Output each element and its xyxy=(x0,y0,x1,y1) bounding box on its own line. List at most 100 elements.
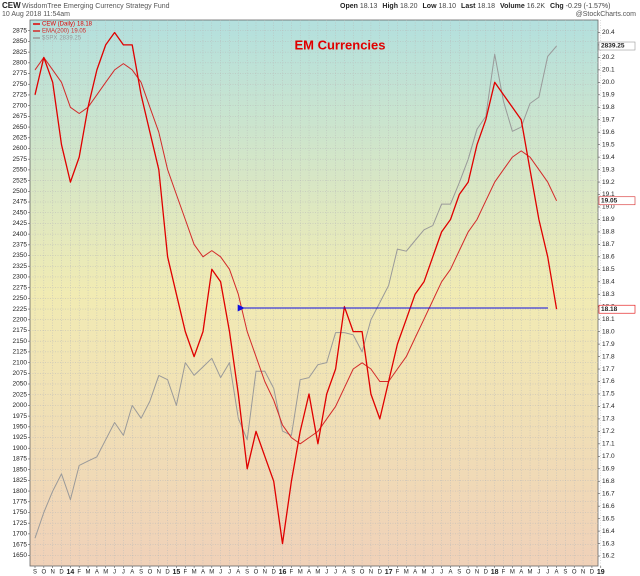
quote-value: 18.20 xyxy=(400,3,418,10)
y-tick-label: 2375 xyxy=(13,242,28,249)
y2-tick-label: 19.9 xyxy=(602,92,615,99)
x-tick-label: O xyxy=(360,570,365,576)
y-tick-label: 2350 xyxy=(13,252,28,259)
quote-value: -0.29 (-1.57%) xyxy=(566,3,611,10)
x-tick-label: F xyxy=(502,570,506,576)
y2-tick-label: 18.5 xyxy=(602,266,615,273)
y-tick-label: 1975 xyxy=(13,413,28,420)
x-tick-label: M xyxy=(209,570,214,576)
x-tick-label: F xyxy=(290,570,294,576)
x-tick-label: M xyxy=(86,570,91,576)
y-tick-label: 1675 xyxy=(13,541,28,548)
x-tick-label: N xyxy=(51,570,55,576)
quote-label: Last xyxy=(461,3,476,10)
x-tick-label: M xyxy=(298,570,303,576)
y2-tick-label: 17.7 xyxy=(602,366,615,373)
y2-tick-label: 19.0 xyxy=(602,204,615,211)
y-tick-label: 2475 xyxy=(13,199,28,206)
last-value-box xyxy=(598,304,636,314)
y-tick-label: 2250 xyxy=(13,295,28,302)
y-tick-label: 1725 xyxy=(13,520,28,527)
last-value: 19.05 xyxy=(601,197,618,204)
x-tick-label: M xyxy=(421,570,426,576)
quote-label: Chg xyxy=(550,3,564,10)
y-tick-label: 1900 xyxy=(13,445,28,452)
quote-value: 18.10 xyxy=(439,3,457,10)
series-line xyxy=(34,45,557,539)
y-tick-label: 1650 xyxy=(13,552,28,559)
x-tick-label: D xyxy=(378,570,383,576)
x-tick-label: A xyxy=(95,570,99,576)
y-tick-label: 2850 xyxy=(13,38,28,45)
y2-tick-label: 20.4 xyxy=(602,29,615,36)
quote-value: 18.18 xyxy=(477,3,495,10)
y-tick-label: 1750 xyxy=(13,509,28,516)
x-tick-label: J xyxy=(325,570,328,576)
y-tick-label: 2450 xyxy=(13,209,28,216)
y-tick-label: 2600 xyxy=(13,145,28,152)
x-tick-label: J xyxy=(537,570,540,576)
y-tick-label: 2200 xyxy=(13,316,28,323)
y-tick-label: 2725 xyxy=(13,92,28,99)
legend-label: CEW (Daily) xyxy=(42,22,75,28)
y-tick-label: 2500 xyxy=(13,188,28,195)
y-tick-label: 2650 xyxy=(13,124,28,131)
x-tick-label: 14 xyxy=(66,569,74,576)
x-tick-label: J xyxy=(546,570,549,576)
y-tick-label: 1825 xyxy=(13,477,28,484)
last-value-box xyxy=(598,41,636,51)
y2-tick-label: 16.3 xyxy=(602,540,615,547)
y-tick-label: 2325 xyxy=(13,263,28,270)
y2-tick-label: 19.6 xyxy=(602,129,615,136)
x-tick-label: N xyxy=(157,570,161,576)
y-tick-label: 2675 xyxy=(13,113,28,120)
fund-name: WisdomTree Emerging Currency Strategy Fu… xyxy=(22,3,170,10)
y2-tick-label: 17.8 xyxy=(602,353,615,360)
y2-tick-label: 16.7 xyxy=(602,490,615,497)
y-tick-label: 2825 xyxy=(13,49,28,56)
y2-tick-label: 19.1 xyxy=(602,191,615,198)
y2-tick-label: 19.7 xyxy=(602,116,615,123)
y-tick-label: 2550 xyxy=(13,167,28,174)
y2-tick-label: 17.5 xyxy=(602,391,615,398)
x-tick-label: A xyxy=(130,570,134,576)
y-tick-label: 1700 xyxy=(13,531,28,538)
x-tick-label: S xyxy=(563,570,567,576)
legend-label: EMA(200) xyxy=(42,29,69,35)
x-tick-label: A xyxy=(519,570,523,576)
y2-tick-label: 19.8 xyxy=(602,104,615,111)
y-tick-label: 2225 xyxy=(13,306,28,313)
quote-label: Volume xyxy=(500,3,525,10)
y-tick-label: 2400 xyxy=(13,231,28,238)
timestamp: 10 Aug 2018 11:54am xyxy=(2,11,70,18)
y2-tick-label: 17.0 xyxy=(602,453,615,460)
x-tick-label: 19 xyxy=(597,569,605,576)
symbol: CEW xyxy=(2,1,21,10)
y-tick-label: 2275 xyxy=(13,284,28,291)
legend-value: 18.18 xyxy=(77,22,93,28)
x-tick-label: J xyxy=(440,570,443,576)
y-tick-label: 2700 xyxy=(13,102,28,109)
y-tick-label: 1875 xyxy=(13,456,28,463)
y-tick-label: 2425 xyxy=(13,220,28,227)
x-tick-label: S xyxy=(33,570,37,576)
last-value-box xyxy=(598,196,636,206)
y2-tick-label: 16.2 xyxy=(602,553,615,560)
x-tick-label: A xyxy=(448,570,452,576)
x-tick-label: O xyxy=(42,570,47,576)
quote-label: Open xyxy=(340,3,358,10)
x-tick-label: 18 xyxy=(491,569,499,576)
x-tick-label: S xyxy=(139,570,143,576)
quote-label: High xyxy=(382,3,398,10)
x-tick-label: D xyxy=(484,570,489,576)
y2-tick-label: 18.9 xyxy=(602,216,615,223)
y-tick-label: 2800 xyxy=(13,60,28,67)
y2-tick-label: 18.7 xyxy=(602,241,615,248)
y-tick-label: 2050 xyxy=(13,381,28,388)
y-tick-label: 2125 xyxy=(13,349,28,356)
y2-tick-label: 17.6 xyxy=(602,378,615,385)
header: CEW WisdomTree Emerging Currency Strateg… xyxy=(2,1,636,18)
x-tick-label: M xyxy=(192,570,197,576)
y-tick-label: 2150 xyxy=(13,338,28,345)
